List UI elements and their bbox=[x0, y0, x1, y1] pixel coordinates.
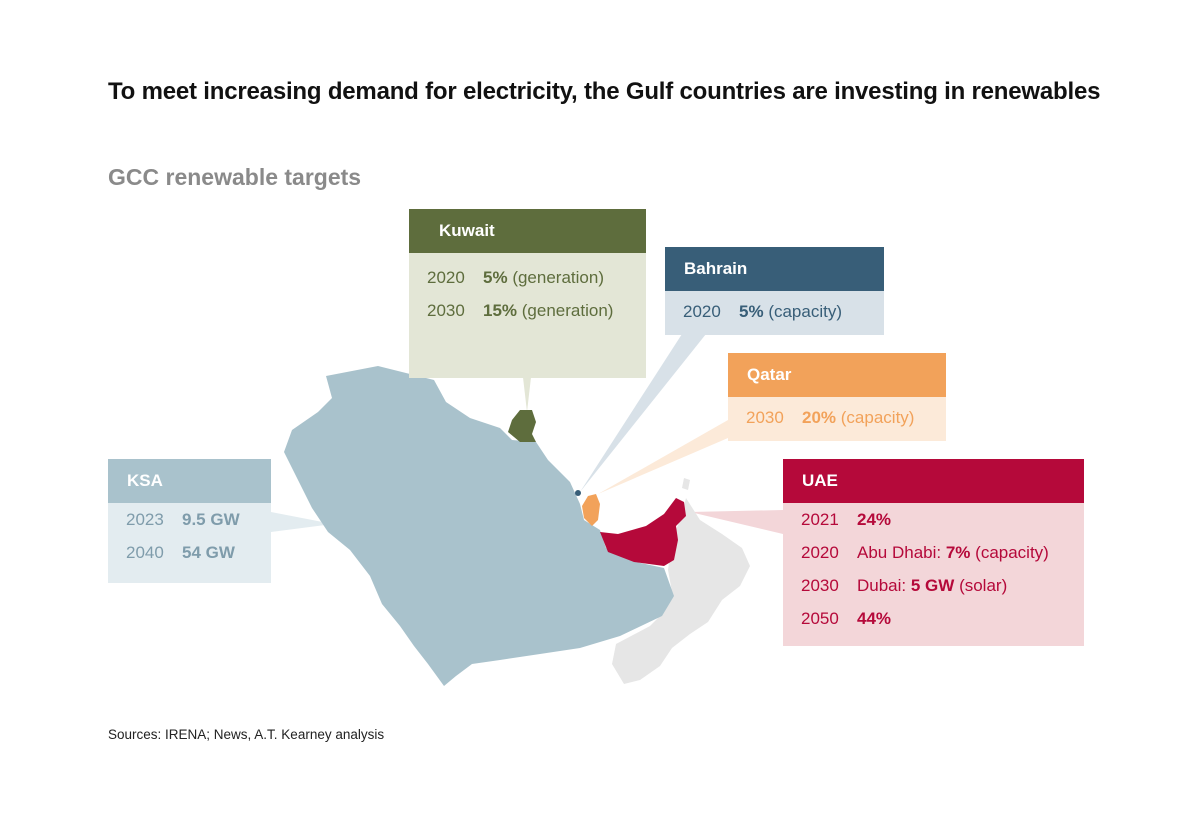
uae-header: UAE bbox=[783, 459, 1084, 503]
target-value: 5% bbox=[483, 268, 508, 287]
uae-connector bbox=[690, 510, 783, 534]
page-title: To meet increasing demand for electricit… bbox=[108, 78, 1101, 105]
bahrain-header: Bahrain bbox=[665, 247, 884, 291]
ksa-shape bbox=[284, 366, 674, 686]
ksa-header: KSA bbox=[108, 459, 271, 503]
ksa-target-box: KSA 2023 9.5 GW 2040 54 GW bbox=[108, 459, 271, 583]
uae-target-row: 2021 24% bbox=[783, 503, 1084, 536]
kuwait-target-box: Kuwait 2020 5% (generation) 2030 15% (gene… bbox=[409, 209, 646, 378]
uae-target-row: 2050 44% bbox=[783, 602, 1084, 635]
target-prefix: Dubai: bbox=[857, 576, 911, 595]
kuwait-targets: 2020 5% (generation) 2030 15% (generation) bbox=[409, 253, 646, 378]
uae-target-row: 2030 Dubai: 5 GW (solar) bbox=[783, 569, 1084, 602]
target-value: 15% bbox=[483, 301, 518, 320]
qatar-connector bbox=[598, 420, 728, 494]
uae-target-box: UAE 2021 24% 2020 Abu Dhabi: 7% (capacity)… bbox=[783, 459, 1084, 646]
target-value: 9.5 GW bbox=[182, 510, 240, 529]
map-subtitle: GCC renewable targets bbox=[108, 164, 362, 190]
source-note: Sources: IRENA; News, A.T. Kearney analy… bbox=[108, 727, 385, 742]
target-value: 54 GW bbox=[182, 543, 235, 562]
qatar-header: Qatar bbox=[728, 353, 946, 397]
uae-shape bbox=[600, 498, 686, 566]
target-year: 2021 bbox=[801, 510, 839, 529]
qatar-targets: 2030 20% (capacity) bbox=[728, 397, 946, 441]
target-note: (solar) bbox=[959, 576, 1008, 595]
target-year: 2030 bbox=[427, 301, 465, 320]
bahrain-shape bbox=[575, 490, 581, 496]
target-year: 2020 bbox=[683, 302, 721, 321]
target-note: (capacity) bbox=[768, 302, 842, 321]
ksa-connector bbox=[271, 512, 333, 532]
target-value: 7% bbox=[945, 543, 971, 562]
kuwait-header: Kuwait bbox=[409, 209, 646, 253]
kuwait-target-row: 2030 15% (generation) bbox=[409, 294, 646, 327]
target-note: (generation) bbox=[521, 301, 614, 320]
bahrain-targets: 2020 5% (capacity) bbox=[665, 291, 884, 335]
target-year: 2030 bbox=[801, 576, 839, 595]
target-note: (generation) bbox=[512, 268, 604, 287]
bahrain-target-row: 2020 5% (capacity) bbox=[665, 295, 884, 328]
bahrain-connector bbox=[580, 334, 706, 492]
target-value: 24% bbox=[857, 510, 892, 529]
kuwait-target-row: 2020 5% (generation) bbox=[409, 261, 646, 294]
kuwait-shape bbox=[508, 410, 536, 442]
target-value: 5 GW bbox=[910, 576, 955, 595]
target-note: (capacity) bbox=[975, 543, 1049, 562]
target-year: 2040 bbox=[126, 543, 164, 562]
qatar-shape bbox=[582, 494, 600, 526]
target-value: 20% bbox=[802, 408, 837, 427]
target-value: 44% bbox=[857, 609, 892, 628]
bahrain-target-box: Bahrain 2020 5% (capacity) bbox=[665, 247, 884, 335]
ksa-targets: 2023 9.5 GW 2040 54 GW bbox=[108, 503, 271, 583]
uae-targets: 2021 24% 2020 Abu Dhabi: 7% (capacity) 203… bbox=[783, 503, 1084, 646]
ksa-target-row: 2040 54 GW bbox=[108, 536, 271, 569]
target-value: 5% bbox=[739, 302, 764, 321]
uae-target-row: 2020 Abu Dhabi: 7% (capacity) bbox=[783, 536, 1084, 569]
target-year: 2023 bbox=[126, 510, 164, 529]
ksa-target-row: 2023 9.5 GW bbox=[108, 503, 271, 536]
qatar-target-row: 2030 20% (capacity) bbox=[728, 401, 946, 434]
target-note: (capacity) bbox=[840, 408, 915, 427]
musandam-shape bbox=[682, 478, 690, 490]
target-year: 2020 bbox=[801, 543, 839, 562]
target-prefix: Abu Dhabi: bbox=[857, 543, 946, 562]
qatar-target-box: Qatar 2030 20% (capacity) bbox=[728, 353, 946, 441]
target-year: 2050 bbox=[801, 609, 839, 628]
target-year: 2030 bbox=[746, 408, 784, 427]
target-year: 2020 bbox=[427, 268, 465, 287]
oman-shape bbox=[612, 498, 750, 684]
